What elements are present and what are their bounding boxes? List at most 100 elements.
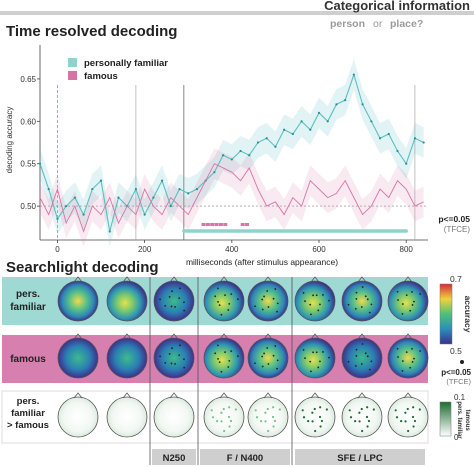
topography-head (387, 337, 429, 379)
y-tick-label: 0.50 (20, 202, 36, 211)
data-point-familiar (152, 196, 155, 199)
significant-channel (411, 304, 414, 306)
significant-channel (360, 407, 363, 411)
header-rule (0, 11, 474, 15)
significance-mark-famous (245, 223, 250, 226)
significant-channel (178, 297, 181, 300)
row-label-familiar-1: pers. (16, 289, 40, 300)
data-point-familiar (370, 120, 373, 123)
data-point-familiar (300, 120, 303, 123)
significant-channel (230, 293, 233, 295)
significant-channel (315, 294, 318, 297)
significant-channel (370, 360, 373, 363)
significant-channel (361, 343, 364, 345)
significance-mark-famous (205, 223, 210, 226)
significant-channel (361, 286, 364, 288)
topography-nose (219, 276, 229, 283)
topography-head (294, 396, 336, 438)
y-axis-label: decoding accuracy (5, 107, 14, 174)
significant-channel (171, 290, 173, 293)
significant-channel (276, 367, 278, 370)
topography-nose (263, 392, 273, 399)
data-point-familiar (396, 149, 399, 153)
data-point-familiar (160, 179, 164, 182)
significant-channel (214, 295, 217, 298)
significant-channel (312, 294, 314, 297)
significant-channel (347, 303, 350, 306)
data-point-familiar (256, 141, 260, 144)
x-tick-label: 400 (225, 245, 239, 254)
significant-channel (301, 409, 304, 412)
significant-channel (274, 345, 277, 347)
topography-head (106, 280, 148, 322)
topography-head (341, 337, 383, 379)
significant-channel (254, 305, 256, 308)
data-point-familiar (134, 188, 138, 191)
data-point-familiar (378, 137, 382, 140)
header-person: person (330, 18, 365, 30)
significant-channel (224, 351, 226, 353)
topography-nose (357, 333, 367, 340)
significant-channel (354, 420, 357, 423)
significant-channel (368, 311, 371, 314)
accuracy-label: accuracy (463, 296, 473, 333)
topography-head (247, 280, 289, 322)
significant-channel (230, 350, 233, 352)
topography-nose (403, 276, 413, 283)
significant-channel (179, 344, 181, 347)
significant-channel (267, 363, 270, 365)
diff-colorbar (439, 401, 452, 437)
significant-channel (220, 313, 223, 316)
window-lpc-bg (295, 449, 425, 465)
significant-channel (222, 407, 225, 411)
significant-channel (328, 299, 330, 302)
significant-channel (217, 357, 219, 360)
significant-channel (413, 357, 415, 360)
significant-channel (407, 429, 410, 433)
legend-label-famous: famous (84, 71, 118, 82)
significant-channel (319, 406, 322, 409)
significant-channel (404, 420, 407, 423)
significance-mark-famous (214, 223, 219, 226)
significant-channel (365, 415, 369, 419)
data-point-familiar (230, 158, 233, 161)
significant-channel (366, 406, 369, 409)
significant-channel (419, 350, 422, 352)
significant-channel (263, 352, 265, 355)
accuracy-colorbar (439, 283, 453, 345)
topography-nose (310, 392, 320, 399)
significant-channel (236, 298, 239, 301)
chart-title: Time resolved decoding (6, 23, 177, 40)
significant-channel (261, 365, 264, 368)
significant-channel (370, 303, 373, 306)
topography-nose (219, 392, 229, 399)
data-point-familiar (352, 73, 355, 76)
significant-channel (419, 293, 422, 295)
header-place: place? (390, 18, 423, 30)
significant-channel (412, 406, 415, 409)
significant-channel (355, 348, 358, 351)
topography-head (341, 396, 383, 438)
topography-head (153, 396, 195, 438)
data-point-familiar (82, 213, 85, 216)
y-tick-label: 0.60 (20, 117, 36, 126)
significant-channel (304, 300, 306, 303)
significant-channel (266, 407, 269, 411)
diff-max: 0.1 (454, 393, 466, 402)
significant-channel (320, 419, 324, 423)
topography-head (203, 280, 245, 322)
topography-head (153, 280, 195, 322)
significant-channel (366, 355, 369, 358)
significant-channel (264, 411, 267, 414)
significant-channel (314, 429, 317, 433)
significant-channel (228, 302, 231, 305)
significance-mark-famous (223, 223, 228, 226)
significant-channel (261, 298, 264, 301)
significant-channel (397, 356, 399, 358)
significant-channel (216, 420, 219, 423)
significant-channel (409, 309, 412, 312)
significant-channel (220, 370, 223, 373)
significant-channel (263, 295, 265, 298)
topography-nose (310, 276, 320, 283)
